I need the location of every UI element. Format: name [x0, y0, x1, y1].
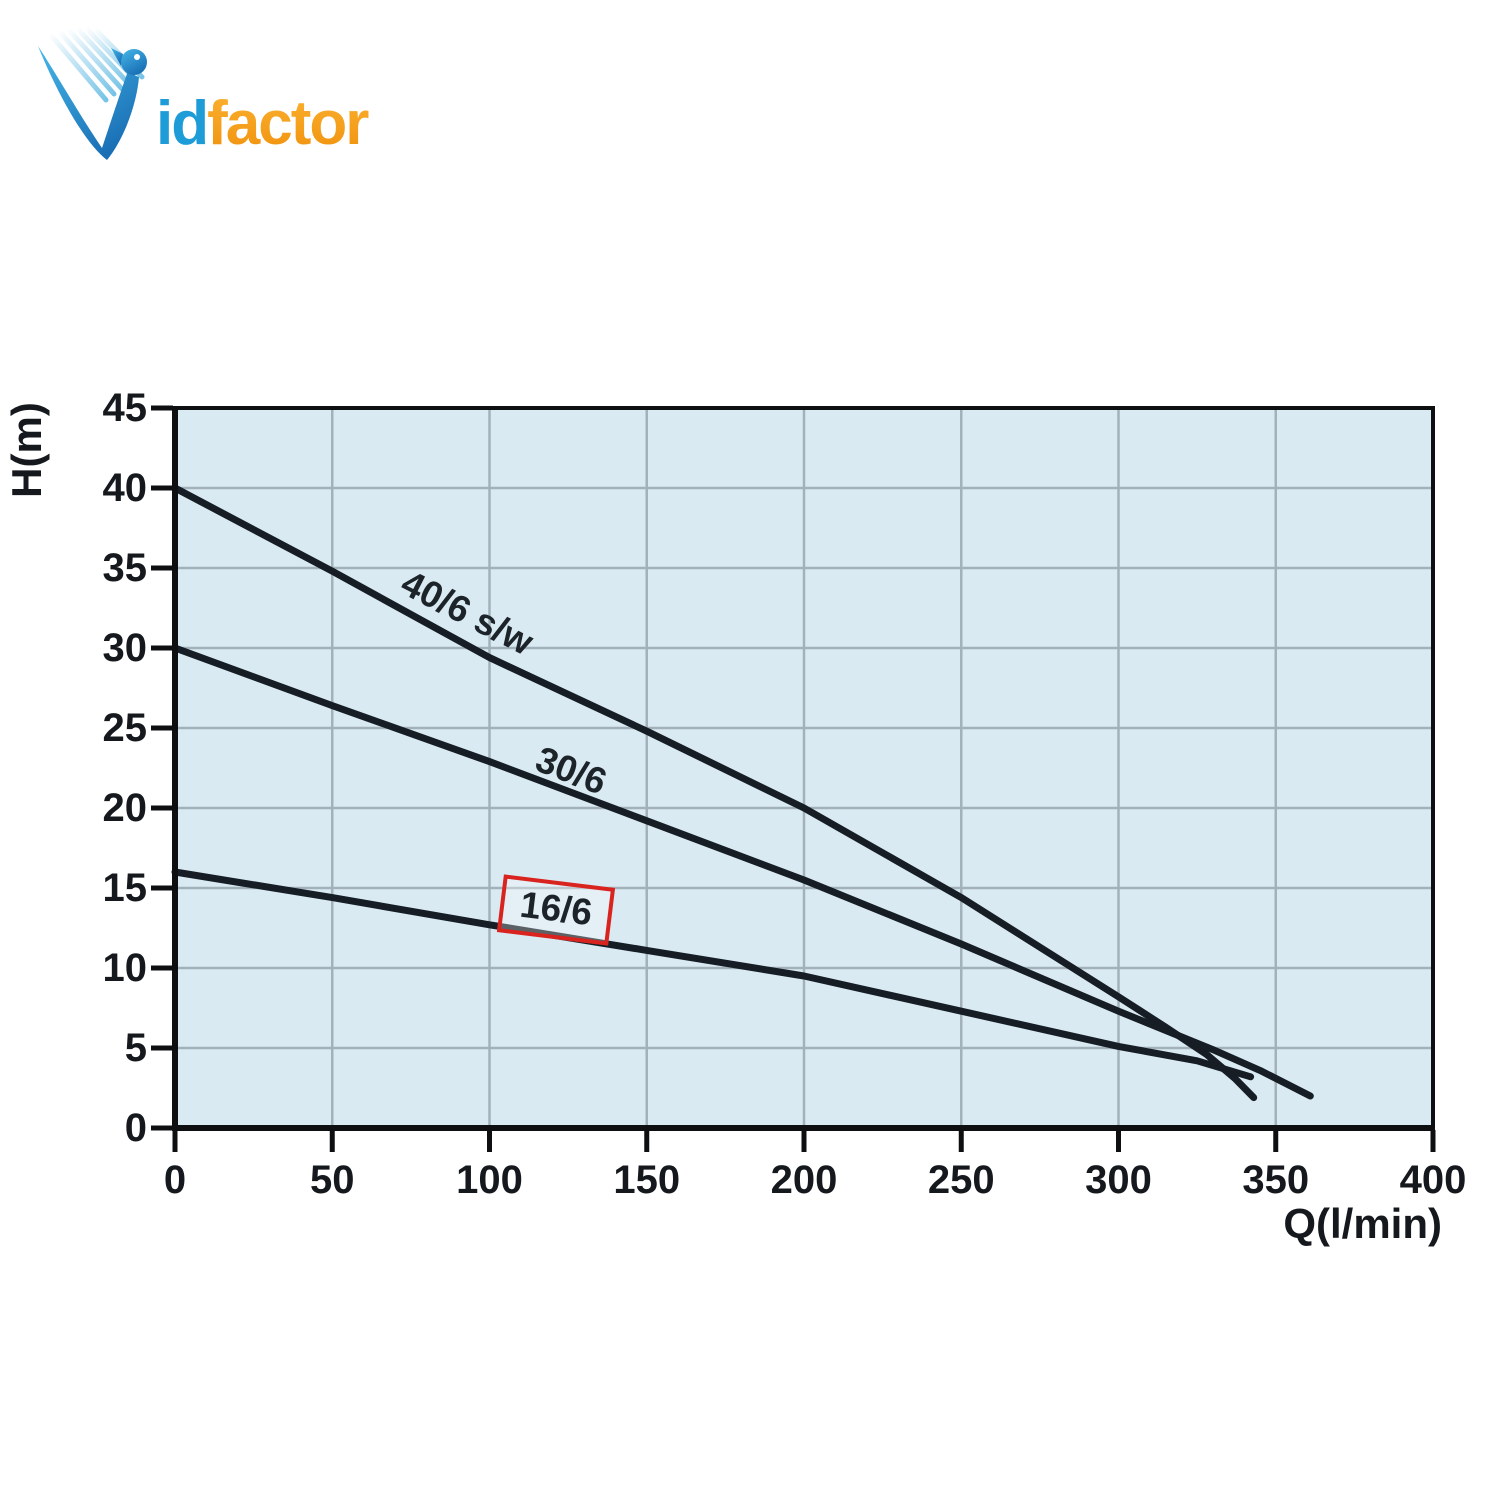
x-axis-title: Q(l/min): [1283, 1200, 1442, 1247]
vidfactor-logo: idfactor: [28, 24, 408, 184]
x-tick-label: 300: [1085, 1158, 1152, 1202]
x-tick-label: 50: [310, 1158, 355, 1202]
bird-logo-icon: [38, 46, 147, 160]
bird-eye-icon: [134, 54, 140, 60]
curve-30-6: [171, 644, 1314, 1100]
y-tick-label: 45: [102, 386, 148, 430]
y-tick-label: 30: [102, 626, 148, 670]
x-tick-label: 150: [613, 1158, 681, 1202]
y-tick-label: 15: [102, 866, 148, 910]
curve-40-6-s-w: [171, 484, 1258, 1102]
y-tick-label: 40: [102, 466, 148, 510]
x-tick-label: 250: [927, 1158, 995, 1202]
logo-text-id: id: [156, 89, 207, 158]
y-tick-label: 20: [102, 786, 148, 830]
logo-wordmark: idfactor: [156, 89, 369, 158]
vidfactor-logo-svg: idfactor: [38, 25, 371, 160]
bird-head-icon: [121, 49, 147, 75]
y-tick-label: 35: [102, 546, 148, 590]
y-tick-label: 25: [102, 706, 148, 750]
x-tick-label: 200: [770, 1158, 838, 1202]
x-tick-label: 100: [456, 1158, 523, 1202]
bird-beak-icon: [111, 48, 123, 66]
logo-text-factor: factor: [207, 89, 369, 158]
x-tick-label: 350: [1242, 1158, 1310, 1202]
y-axis-title: H(m): [3, 402, 50, 498]
curve-16-6: [171, 868, 1255, 1081]
x-tick-label: 400: [1399, 1158, 1467, 1202]
y-tick-label: 5: [124, 1026, 147, 1070]
y-tick-label: 0: [124, 1106, 147, 1150]
x-tick-label: 0: [163, 1158, 187, 1202]
y-tick-label: 10: [102, 946, 148, 990]
